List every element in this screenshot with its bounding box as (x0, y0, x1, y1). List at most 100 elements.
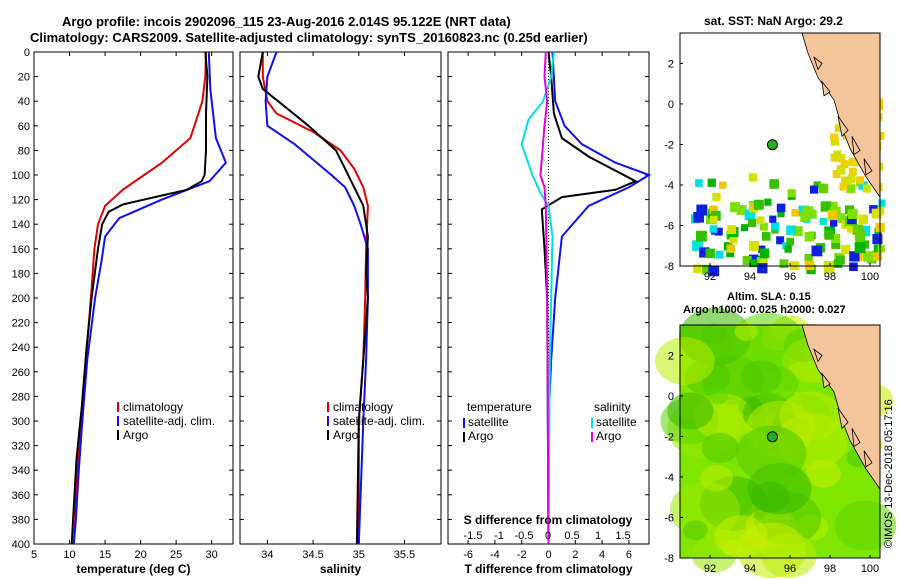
sst-cell (776, 236, 785, 245)
x-tick-label: -6 (463, 549, 473, 561)
sst-cell (848, 167, 857, 176)
sst-cell (847, 215, 856, 225)
y-tick-label: 280 (12, 391, 30, 403)
sst-cell (806, 206, 814, 214)
sla-patch (701, 432, 739, 464)
sla-map-subtitle: Argo h1000: 0.025 h2000: 0.027 (683, 304, 846, 316)
s-axis-label: S difference from climatology (464, 513, 633, 527)
sst-cell (804, 253, 813, 263)
sst-cell (748, 173, 758, 182)
sst-map-frame (679, 32, 881, 267)
legend-label: Argo (596, 429, 622, 443)
sst-cell (852, 224, 864, 235)
island (837, 407, 849, 430)
sst-cell (877, 245, 885, 253)
sst-cell (699, 247, 710, 258)
x-tick-label: 96 (784, 271, 796, 283)
sst-cell (740, 224, 749, 232)
sst-cell (819, 217, 827, 226)
sst-cell (839, 182, 848, 191)
y-tick-label: 20 (18, 72, 30, 84)
sst-cell (862, 184, 871, 193)
y-tick-label: 360 (12, 490, 30, 502)
island (837, 115, 849, 138)
sst-cell (833, 259, 843, 268)
y-tick-label: 2 (668, 58, 674, 70)
legend-label: satellite-adj. clim. (123, 414, 215, 428)
float-marker (766, 431, 778, 443)
sst-cell (831, 137, 840, 146)
y-tick-label: 260 (12, 367, 30, 379)
sst-cell (729, 235, 738, 244)
x-axis-label: salinity (320, 562, 362, 576)
sst-cell (840, 160, 849, 169)
y-tick-label: -6 (664, 220, 674, 232)
sst-cell (776, 203, 786, 213)
sst-cell (837, 166, 846, 175)
sla-patch (683, 520, 708, 541)
x-tick-label: 100 (861, 271, 879, 283)
sla-patch (834, 500, 897, 551)
sst-cell (710, 215, 718, 224)
y-tick-label: 80 (18, 145, 30, 157)
island (851, 428, 861, 448)
sst-cell (847, 209, 858, 220)
y-tick-label: 220 (12, 318, 30, 330)
sst-cell (835, 213, 846, 223)
plot-frame-temperature (33, 51, 234, 545)
x-tick-label: 20 (134, 549, 146, 561)
y-tick-label: 120 (12, 195, 30, 207)
sst-cell (784, 245, 792, 253)
sst-cell (831, 234, 841, 243)
sst-cell (712, 192, 721, 202)
y-tick-label: 0 (668, 391, 674, 403)
sst-cell (871, 208, 882, 219)
legend-title: temperature (467, 400, 532, 414)
sst-cell (854, 230, 866, 242)
sla-patch (740, 360, 782, 394)
sst-cell (804, 232, 815, 242)
float-marker (766, 139, 778, 151)
island (821, 372, 831, 389)
y-tick-label: -8 (664, 261, 674, 273)
series-climatology (72, 51, 207, 545)
legend-title: salinity (594, 400, 631, 414)
y-tick-label: 340 (12, 465, 30, 477)
x-tick-label: 15 (99, 549, 111, 561)
sst-cell (708, 265, 720, 277)
sst-cell (871, 250, 883, 261)
x-tick-label: 5 (31, 549, 37, 561)
y-tick-label: 380 (12, 514, 30, 526)
legend-label: satellite (596, 415, 637, 429)
sst-cell (833, 150, 842, 159)
sst-cell (749, 259, 758, 268)
sst-cell (791, 209, 799, 217)
sla-patch (734, 322, 758, 341)
sla-patch (761, 533, 817, 578)
y-tick-label: -8 (664, 553, 674, 565)
sst-cell (809, 185, 819, 194)
island (863, 158, 873, 176)
x-tick-label: 0 (545, 549, 551, 561)
sst-cell (779, 259, 789, 269)
y-tick-label: 160 (12, 244, 30, 256)
x-tick-label: 35 (353, 549, 365, 561)
title-line-2: Climatology: CARS2009. Satellite-adjuste… (30, 30, 588, 45)
x-tick-label: 98 (824, 563, 836, 575)
x-tick-label: 100 (861, 563, 879, 575)
sst-map (679, 32, 886, 277)
island (813, 348, 823, 363)
sla-patch (736, 425, 807, 483)
s-tick-label: -1 (494, 530, 504, 542)
x-tick-label: 94 (744, 563, 756, 575)
sst-cell (800, 212, 810, 222)
island (851, 136, 861, 156)
sst-cell (858, 214, 868, 225)
sst-cell (759, 248, 770, 259)
y-tick-label: 300 (12, 416, 30, 428)
sst-cell (832, 170, 841, 179)
x-tick-label: 92 (704, 271, 716, 283)
legend-label: Argo (333, 428, 359, 442)
sst-map-title: sat. SST: NaN Argo: 29.2 (704, 14, 843, 28)
